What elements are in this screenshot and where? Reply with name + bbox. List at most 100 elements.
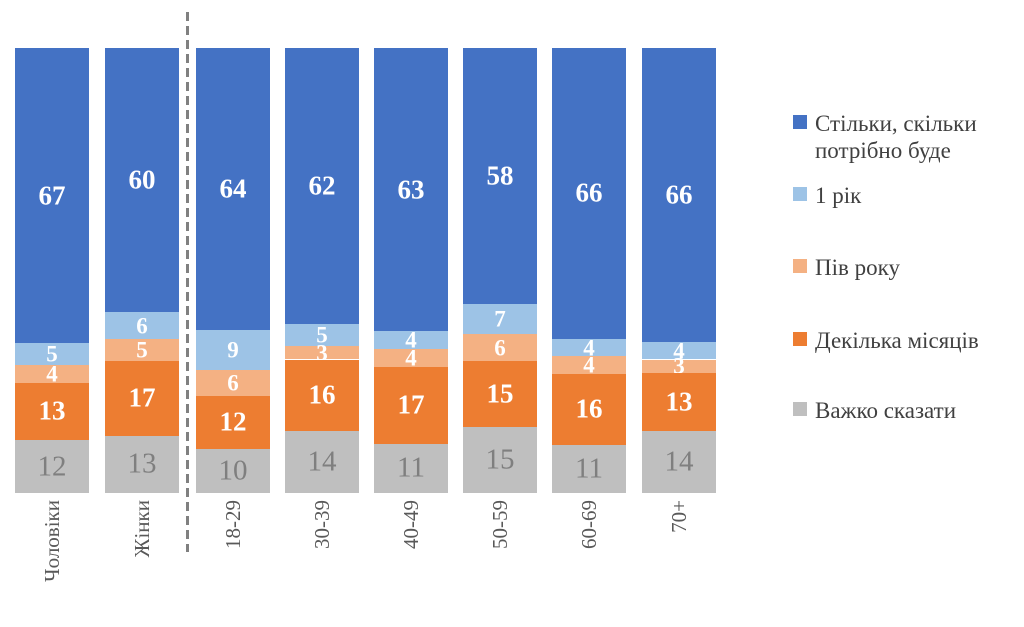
segment-value-label: 13 (665, 386, 693, 417)
legend-swatch (793, 115, 807, 129)
segment-value-label: 6 (494, 335, 506, 361)
bar-segment: 4 (552, 335, 626, 361)
bar-segment: 7 (463, 303, 537, 335)
bar-segment: 15 (463, 360, 537, 427)
segment-value-label: 58 (486, 160, 514, 191)
bar: 67 5 4 13 12 (15, 48, 89, 493)
legend-swatch (793, 259, 807, 273)
x-axis-label: 18-29 (221, 500, 245, 549)
bar-segment: 67 (15, 48, 89, 344)
segment-value-label: 14 (664, 445, 694, 478)
segment-value-label: 67 (38, 180, 66, 211)
bar-segment: 12 (15, 440, 89, 493)
bar-segment: 5 (105, 337, 179, 363)
bar-segment: 16 (552, 374, 626, 445)
segment-value-label: 4 (583, 352, 595, 378)
bar-segment: 4 (15, 361, 89, 387)
legend-label: Декілька місяців (815, 328, 979, 353)
segment-value-label: 5 (136, 337, 148, 363)
bar: 63 4 4 17 11 (374, 48, 448, 493)
segment-value-label: 4 (405, 327, 417, 353)
bar-segment: 66 (552, 48, 626, 339)
segment-value-label: 60 (128, 164, 156, 195)
segment-value-label: 63 (397, 174, 425, 205)
segment-value-label: 66 (665, 179, 693, 210)
bar-segment: 58 (463, 48, 537, 304)
bar-segment: 17 (105, 360, 179, 436)
bar-segment: 4 (374, 345, 448, 371)
bar-segment: 10 (196, 448, 270, 493)
segment-value-label: 15 (486, 378, 514, 409)
bar-segment: 17 (374, 367, 448, 444)
x-axis-label: 40-49 (399, 500, 423, 549)
segment-value-label: 5 (46, 341, 58, 367)
segment-value-label: 3 (673, 353, 685, 379)
bar-segment: 6 (196, 369, 270, 397)
segment-value-label: 4 (405, 345, 417, 371)
bar-segment: 4 (642, 339, 716, 362)
segment-value-label: 11 (397, 451, 425, 484)
bar: 64 9 6 12 10 (196, 48, 270, 493)
segment-value-label: 11 (575, 452, 603, 485)
segment-value-label: 9 (227, 337, 239, 363)
bar-segment: 13 (15, 382, 89, 441)
bar: 62 5 3 16 14 (285, 48, 359, 493)
segment-value-label: 15 (485, 443, 515, 476)
bar: 60 6 5 17 13 (105, 48, 179, 493)
x-axis-label: 50-59 (488, 500, 512, 549)
segment-value-label: 10 (218, 454, 248, 487)
segment-value-label: 62 (308, 170, 336, 201)
x-axis-label: 30-39 (310, 500, 334, 549)
segment-value-label: 17 (397, 389, 425, 420)
bar-segment: 11 (374, 443, 448, 493)
segment-value-label: 12 (219, 406, 247, 437)
legend-label: Пів року (815, 255, 900, 280)
x-axis-label: 60-69 (577, 500, 601, 549)
bar-segment: 64 (196, 48, 270, 330)
legend-item: Пів року (793, 254, 1020, 281)
bar: 66 4 3 13 14 (642, 48, 716, 493)
gender-age-divider-dashed-line (186, 12, 189, 552)
bar-segment: 63 (374, 48, 448, 332)
segment-value-label: 13 (127, 447, 157, 480)
legend-label: Стільки, скільки потрібно буде (815, 111, 977, 163)
segment-value-label: 4 (583, 335, 595, 361)
segment-value-label: 7 (494, 306, 506, 332)
segment-value-label: 6 (227, 370, 239, 396)
bar-segment: 5 (285, 324, 359, 347)
bar-segment: 11 (552, 444, 626, 493)
bar-segment: 13 (642, 372, 716, 431)
bar-segment: 4 (374, 327, 448, 353)
bar-segment: 9 (196, 329, 270, 370)
bar-segment: 13 (105, 435, 179, 493)
bar-segment: 12 (196, 396, 270, 449)
bar: 58 7 6 15 15 (463, 48, 537, 493)
bar-segment: 6 (105, 312, 179, 339)
segment-value-label: 4 (46, 361, 58, 387)
segment-value-label: 12 (37, 450, 67, 483)
bar: 66 4 4 16 11 (552, 48, 626, 493)
x-axis-label: Жінки (130, 500, 154, 558)
legend-swatch (793, 187, 807, 201)
legend-item: Стільки, скільки потрібно буде (793, 110, 1020, 164)
bar-segment: 16 (285, 359, 359, 431)
segment-value-label: 16 (575, 393, 603, 424)
x-axis-label: 70+ (667, 500, 691, 533)
bar-segment: 66 (642, 48, 716, 342)
bar-segment: 14 (285, 430, 359, 493)
segment-value-label: 66 (575, 177, 603, 208)
legend-label: Важко сказати (815, 398, 956, 423)
x-axis-label: Чоловіки (40, 500, 64, 583)
bar-segment: 6 (463, 334, 537, 361)
segment-value-label: 6 (136, 313, 148, 339)
segment-value-label: 16 (308, 379, 336, 410)
bar-segment: 4 (552, 352, 626, 378)
legend-item: Важко сказати (793, 397, 1020, 424)
segment-value-label: 14 (307, 445, 337, 478)
bar-segment: 3 (642, 355, 716, 378)
bar-segment: 60 (105, 48, 179, 313)
segment-value-label: 64 (219, 173, 247, 204)
bar-segment: 15 (463, 426, 537, 493)
bar-segment: 3 (285, 341, 359, 364)
